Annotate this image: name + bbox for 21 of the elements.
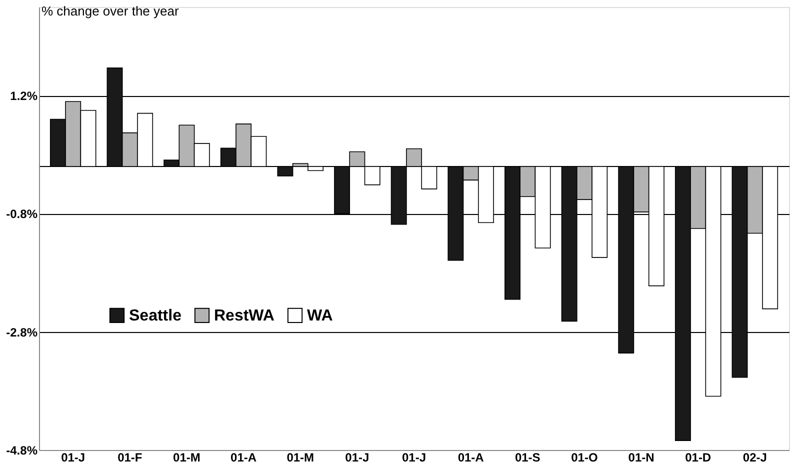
y-axis-title: % change over the year xyxy=(42,4,180,18)
legend-label: RestWA xyxy=(214,307,275,324)
x-tick-label: 01-S xyxy=(514,450,540,464)
x-tick-label: 01-M xyxy=(286,450,314,464)
x-tick-label: 01-M xyxy=(173,450,200,464)
y-tick-label: -4.8% xyxy=(6,444,38,458)
x-tick-label: 02-J xyxy=(742,450,767,464)
x-tick-label: 01-O xyxy=(571,450,598,464)
legend-label: Seattle xyxy=(129,307,182,324)
y-tick-label: 1.2% xyxy=(10,89,38,104)
y-tick-label: -2.8% xyxy=(6,325,38,340)
x-tick-label: 01-A xyxy=(230,450,257,464)
x-tick-label: 01-D xyxy=(685,450,712,464)
x-tick-label: 01-J xyxy=(345,450,370,464)
legend-label: WA xyxy=(307,307,334,324)
x-tick-label: 01-N xyxy=(628,450,654,464)
x-tick-label: 01-J xyxy=(402,450,426,464)
x-tick-label: 01-J xyxy=(61,450,86,464)
x-tick-label: 01-A xyxy=(458,450,484,464)
x-tick-label: 01-F xyxy=(118,450,142,464)
y-tick-label: -0.8% xyxy=(6,207,38,222)
